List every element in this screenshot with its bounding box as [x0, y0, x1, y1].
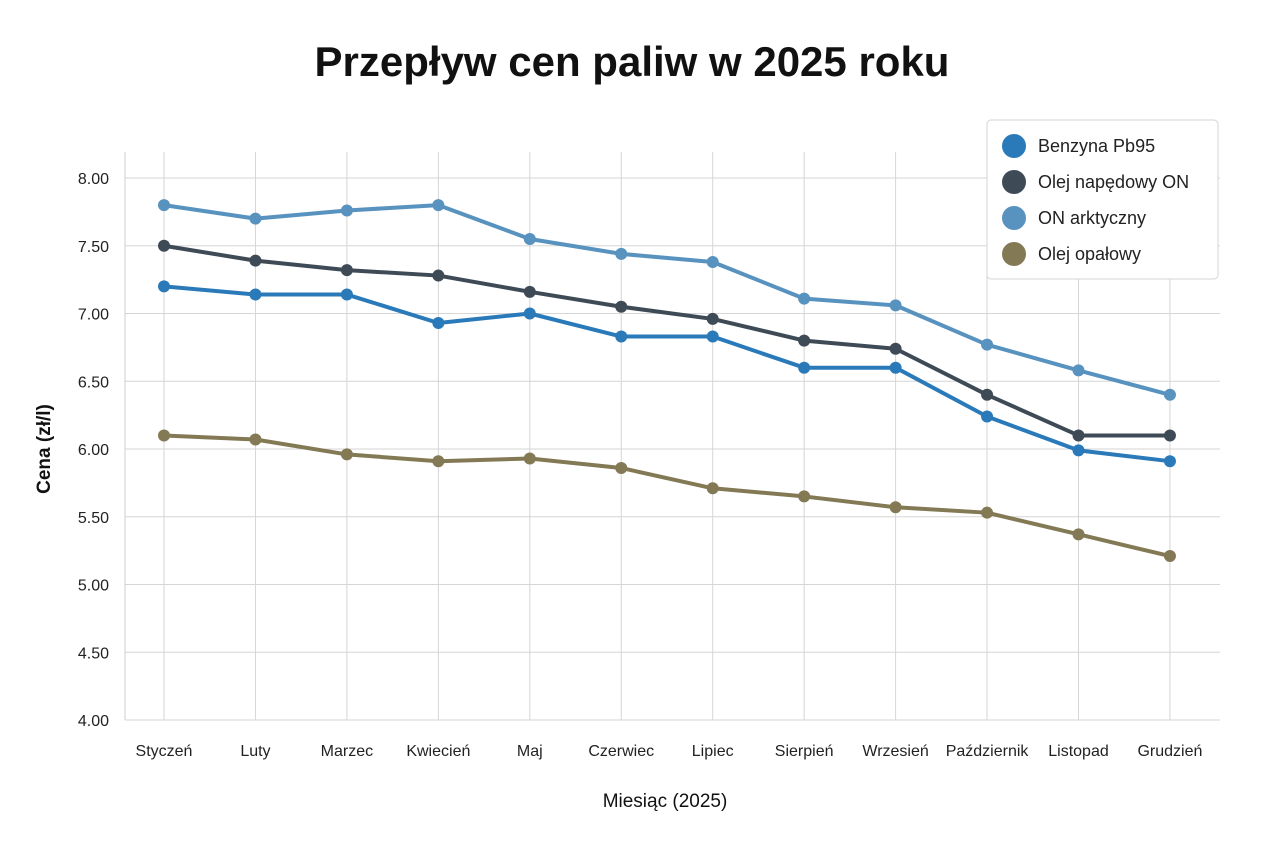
data-point: [615, 300, 628, 313]
y-tick-label: 7.00: [78, 307, 109, 324]
x-tick-label: Marzec: [321, 743, 373, 760]
legend-marker: [1002, 170, 1026, 194]
data-point: [249, 212, 262, 225]
data-point: [158, 239, 170, 252]
y-tick-label: 4.00: [78, 713, 109, 730]
data-point: [981, 338, 994, 351]
data-point: [158, 199, 170, 212]
x-tick-label: Grudzień: [1137, 743, 1202, 760]
x-tick-label: Listopad: [1048, 743, 1109, 760]
data-point: [158, 280, 170, 293]
data-point: [1163, 455, 1176, 468]
data-point: [523, 232, 536, 245]
x-axis: Styczeń Luty Marzec Kwiecień Maj Czerwiec Lipi…: [136, 743, 1203, 760]
y-tick-label: 5.50: [78, 510, 109, 527]
x-tick-label: Sierpień: [775, 743, 834, 760]
data-point: [523, 285, 536, 298]
y-tick-label: 8.00: [78, 171, 109, 188]
data-point: [249, 288, 262, 301]
data-point: [340, 204, 353, 217]
data-point: [706, 482, 719, 495]
chart-title: Przepływ cen paliw w 2025 roku: [315, 38, 950, 85]
data-point: [340, 288, 353, 301]
x-tick-label: Czerwiec: [588, 743, 654, 760]
data-point: [523, 452, 536, 465]
y-tick-label: 5.00: [78, 578, 109, 595]
data-point: [249, 254, 262, 267]
y-axis: 4.00 4.50 5.00 5.50 6.00 6.50 7.00 7.50 8.00: [78, 171, 109, 730]
series-olej-opałowy: [158, 429, 1176, 563]
data-point: [798, 292, 811, 305]
data-point: [889, 342, 902, 355]
series-lines: [158, 199, 1176, 563]
series-on-arktyczny: [158, 199, 1176, 401]
data-point: [249, 433, 262, 446]
data-point: [706, 312, 719, 325]
data-point: [340, 264, 353, 277]
legend-label: Benzyna Pb95: [1038, 136, 1155, 156]
legend-label: Olej opałowy: [1038, 244, 1141, 264]
x-tick-label: Luty: [240, 743, 270, 760]
series-line: [163, 203, 1171, 397]
grid: [124, 152, 1220, 721]
legend-marker: [1002, 242, 1026, 266]
data-point: [615, 330, 628, 343]
x-tick-label: Maj: [517, 743, 543, 760]
legend-label: ON arktyczny: [1038, 208, 1146, 228]
data-point: [1072, 429, 1085, 442]
data-point: [1072, 528, 1085, 541]
y-axis-label: Cena (zł/l): [34, 404, 55, 494]
data-point: [798, 490, 811, 503]
y-tick-label: 6.50: [78, 374, 109, 391]
legend-marker: [1002, 206, 1026, 230]
data-point: [615, 247, 628, 260]
data-point: [523, 307, 536, 320]
data-point: [798, 361, 811, 374]
data-point: [1072, 444, 1085, 457]
series-line: [163, 243, 1170, 438]
data-point: [432, 455, 445, 468]
series-line: [163, 433, 1171, 558]
x-tick-label: Wrzesień: [862, 743, 928, 760]
legend: Benzyna Pb95 Olej napędowy ON ON arktyczny…: [986, 119, 1219, 280]
series-line: [163, 284, 1171, 464]
x-tick-label: Styczeń: [136, 743, 193, 760]
data-point: [798, 334, 811, 347]
x-axis-label: Miesiąc (2025): [603, 791, 728, 812]
data-point: [340, 448, 353, 461]
data-point: [981, 506, 994, 519]
series-olej-napędowy-on: [158, 239, 1176, 442]
data-point: [1163, 388, 1176, 401]
data-point: [889, 361, 902, 374]
y-tick-label: 7.50: [78, 239, 109, 256]
data-point: [1163, 550, 1176, 563]
data-point: [432, 269, 445, 282]
y-tick-label: 4.50: [78, 645, 109, 662]
data-point: [706, 330, 719, 343]
data-point: [1072, 364, 1085, 377]
data-point: [706, 256, 719, 269]
x-tick-label: Kwiecień: [406, 743, 470, 760]
x-tick-label: Październik: [946, 743, 1030, 760]
y-tick-label: 6.00: [78, 442, 109, 459]
data-point: [432, 199, 445, 212]
data-point: [1163, 429, 1176, 442]
data-point: [432, 316, 445, 329]
x-tick-label: Lipiec: [692, 743, 734, 760]
data-point: [889, 299, 902, 312]
data-point: [615, 461, 628, 474]
data-point: [981, 410, 994, 423]
legend-label: Olej napędowy ON: [1038, 172, 1189, 192]
data-point: [889, 501, 902, 514]
legend-marker: [1002, 134, 1026, 158]
data-point: [981, 388, 994, 401]
data-point: [158, 429, 170, 442]
series-benzyna-pb95: [158, 280, 1176, 468]
